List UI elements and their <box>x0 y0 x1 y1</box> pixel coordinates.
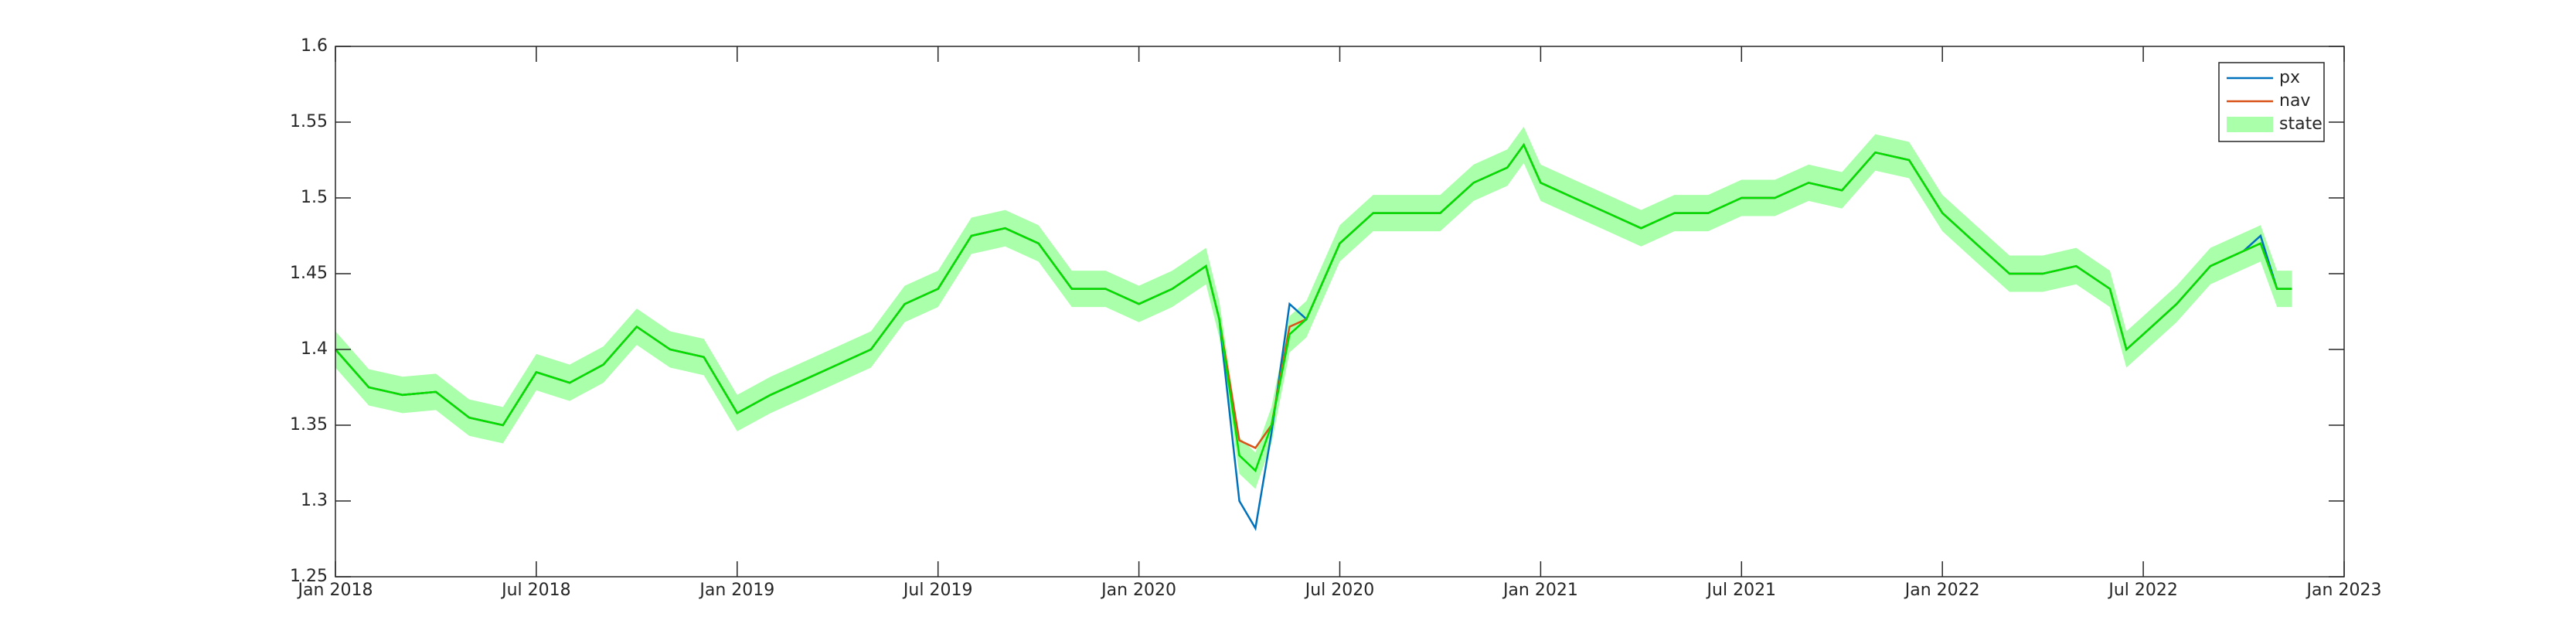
x-tick-label: Jul 2019 <box>902 581 973 600</box>
x-tick-label: Jan 2019 <box>698 581 774 600</box>
x-tick-label: Jan 2018 <box>297 581 373 600</box>
legend-swatch <box>2227 117 2273 132</box>
y-tick-label: 1.25 <box>290 567 328 586</box>
y-tick-label: 1.45 <box>290 264 328 283</box>
y-tick-label: 1.35 <box>290 415 328 434</box>
x-tick-label: Jul 2020 <box>1304 581 1375 600</box>
x-tick-label: Jan 2021 <box>1502 581 1578 600</box>
y-tick-label: 1.55 <box>290 112 328 131</box>
legend-label: px <box>2279 68 2300 87</box>
band-area <box>335 126 2292 489</box>
series-line <box>335 142 2292 473</box>
y-tick-label: 1.5 <box>301 188 328 207</box>
x-tick-label: Jan 2022 <box>1904 581 1980 600</box>
plot-area <box>335 46 2344 577</box>
x-tick-label: Jan 2020 <box>1100 581 1176 600</box>
x-tick-label: Jan 2023 <box>2305 581 2382 600</box>
x-tick-label: Jul 2018 <box>500 581 571 600</box>
legend-label: nav <box>2279 91 2310 111</box>
y-tick-label: 1.6 <box>301 36 328 56</box>
legend-label: state <box>2279 114 2322 134</box>
y-tick-label: 1.4 <box>301 339 328 359</box>
x-tick-label: Jul 2021 <box>1706 581 1777 600</box>
y-tick-label: 1.3 <box>301 491 328 510</box>
x-tick-label: Jul 2022 <box>2107 581 2178 600</box>
